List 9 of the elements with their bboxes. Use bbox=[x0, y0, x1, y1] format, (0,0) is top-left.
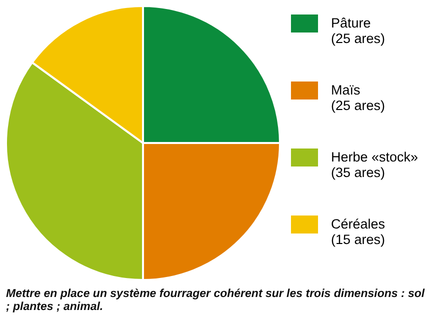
legend-label: Maïs bbox=[331, 82, 361, 98]
legend-label: Pâture bbox=[331, 16, 371, 30]
legend-label: Céréales bbox=[331, 216, 386, 232]
data-label: (25 ares) bbox=[331, 98, 386, 113]
legend-label: Herbe «stock» bbox=[331, 150, 418, 164]
data-label: (15 ares) bbox=[331, 232, 386, 247]
data-label: (35 ares) bbox=[331, 165, 386, 180]
data-label: (25 ares) bbox=[331, 31, 386, 46]
text: Mettre en place un système fourrager cohérent sur les trois dimensions : sol ; plantes ; animal. bbox=[6, 288, 426, 314]
